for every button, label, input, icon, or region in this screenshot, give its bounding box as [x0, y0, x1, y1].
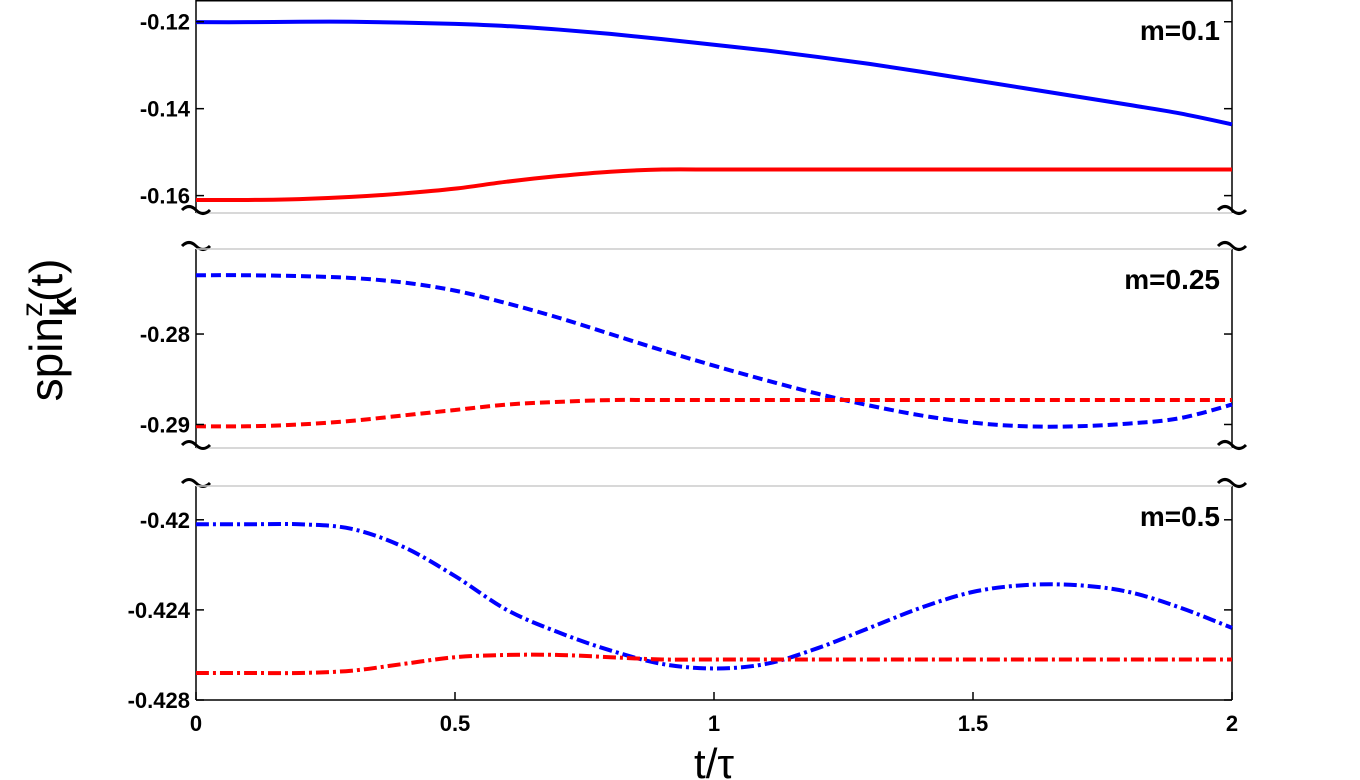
series-line	[196, 521, 1233, 671]
axis-break-icon	[180, 440, 212, 450]
x-tick-label: 0	[190, 711, 202, 736]
y-tick-label: -0.16	[140, 184, 190, 209]
y-tick-label: -0.28	[140, 322, 190, 347]
x-tick-label: 1	[708, 711, 720, 736]
x-tick-label: 0.5	[440, 711, 471, 736]
axis-break-icon	[1216, 478, 1248, 488]
panel-label: m=0.1	[1140, 15, 1220, 46]
y-tick-label: -0.42	[140, 508, 190, 533]
panel-frames	[180, 0, 1248, 701]
x-axis-label: t/τ	[694, 740, 734, 780]
y-axis-label-tail: (t)	[20, 259, 72, 302]
x-tick-label: 1.5	[958, 711, 989, 736]
y-axis-label-superscript: z	[16, 302, 49, 317]
axis-break-icon	[1216, 440, 1248, 450]
series-line	[196, 652, 1232, 676]
panel-label: m=0.25	[1124, 264, 1220, 295]
series-line	[195, 397, 1232, 429]
y-axis-label-subscript: k	[43, 296, 84, 317]
y-axis-label-main: spin	[20, 317, 72, 401]
data-lines	[195, 19, 1233, 676]
axis-break-icon	[1216, 241, 1248, 251]
y-tick-label: -0.424	[128, 598, 191, 623]
series-line	[195, 273, 1233, 429]
axis-break-icon	[180, 205, 212, 215]
labels: m=0.1 m=0.25 m=0.5	[1124, 15, 1220, 532]
panel-label: m=0.5	[1140, 501, 1220, 532]
y-tick-label: -0.12	[140, 10, 190, 35]
x-tick-label: 2	[1226, 711, 1238, 736]
series-line	[195, 19, 1233, 127]
y-axis-label: spinkz(t)	[16, 259, 84, 402]
y-tick-label: -0.29	[140, 412, 190, 437]
series-line	[195, 167, 1232, 203]
axis-break-icon	[1216, 205, 1248, 215]
y-tick-label: -0.14	[140, 97, 191, 122]
ticks: -0.12 -0.14 -0.16 -0.28 -0.29 -0.42 -0.424 -0.4…	[128, 10, 1239, 736]
y-tick-label: -0.428	[128, 688, 190, 713]
svg-text:spinkz(t): spinkz(t)	[16, 259, 84, 402]
